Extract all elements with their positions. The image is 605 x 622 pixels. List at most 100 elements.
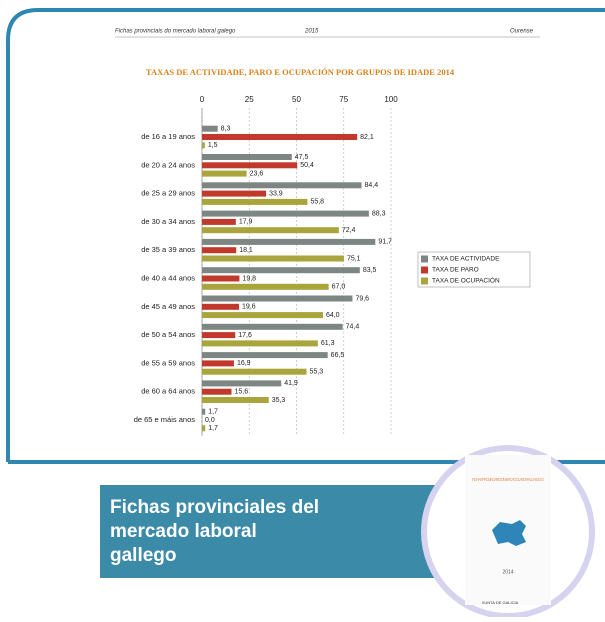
value-label: 79,6 xyxy=(355,295,369,302)
banner-text[interactable]: Fichas provinciales del mercado laboral ga… xyxy=(110,497,319,566)
bar xyxy=(202,218,236,225)
bar xyxy=(202,227,339,234)
y-tick-label: de 45 a 49 anos xyxy=(141,302,195,311)
value-label: 1,7 xyxy=(208,409,218,416)
bar xyxy=(202,283,329,290)
bar xyxy=(202,323,343,330)
header-year: 2015 xyxy=(304,29,319,35)
bar xyxy=(202,425,206,432)
bar xyxy=(202,295,353,302)
y-tick-label: de 16 a 19 anos xyxy=(141,132,195,141)
x-tick-label: 75 xyxy=(339,95,348,104)
value-label: 64,0 xyxy=(326,312,340,319)
legend-swatch xyxy=(421,277,428,285)
header-right: Ourense xyxy=(510,29,534,35)
value-label: 55,8 xyxy=(310,199,324,206)
value-label: 23,6 xyxy=(250,170,264,177)
value-label: 72,4 xyxy=(342,227,356,234)
bar xyxy=(202,134,358,140)
legend-label: TAXA DE PARO xyxy=(432,267,479,274)
bar xyxy=(202,352,328,359)
y-tick-label: de 65 e máis anos xyxy=(134,415,196,424)
value-label: 16,9 xyxy=(237,360,251,367)
value-label: 74,4 xyxy=(346,324,360,331)
frame xyxy=(6,8,605,462)
bar xyxy=(202,247,237,254)
chart-title: TAXAS DE ACTIVIDADE, PARO E OCUPACIÓN PO… xyxy=(146,67,455,77)
value-label: 17,9 xyxy=(239,219,253,226)
value-label: 61,3 xyxy=(321,340,335,347)
bar xyxy=(202,198,308,205)
value-label: 1,7 xyxy=(208,425,218,432)
header-left: Fichas provinciais do mercado laboral ga… xyxy=(115,29,236,35)
value-label: 41,9 xyxy=(284,380,298,387)
value-label: 35,3 xyxy=(272,397,286,404)
banner-line[interactable]: gallego xyxy=(110,545,177,566)
bar xyxy=(202,125,218,132)
bar xyxy=(202,332,236,339)
y-tick-label: de 30 a 34 anos xyxy=(141,217,195,226)
bar xyxy=(202,380,282,387)
value-label: 55,3 xyxy=(310,369,324,376)
value-label: 82,1 xyxy=(360,134,374,141)
x-tick-label: 25 xyxy=(245,95,254,104)
bar xyxy=(202,190,267,197)
bar xyxy=(202,154,292,160)
banner-line[interactable]: mercado laboral xyxy=(110,521,257,542)
value-label: 91,7 xyxy=(378,239,392,246)
bar xyxy=(202,267,360,274)
legend-label: TAXA DE OCUPACIÓN xyxy=(432,276,500,285)
bar xyxy=(202,303,240,310)
value-label: 88,3 xyxy=(372,210,386,217)
legend-swatch xyxy=(421,266,428,274)
y-tick-label: de 50 a 54 anos xyxy=(141,330,195,339)
y-tick-label: de 55 a 59 anos xyxy=(141,358,195,367)
value-label: 75,1 xyxy=(347,255,361,262)
bar xyxy=(202,275,240,282)
value-label: 0,0 xyxy=(205,417,215,424)
bar xyxy=(202,238,376,245)
value-label: 18,1 xyxy=(239,247,253,254)
chart: 0 25 50 75 100 de 16 a 19 anos 8,3 82,1 1,5 de 20… xyxy=(134,95,531,436)
x-tick-label: 50 xyxy=(292,95,301,104)
value-label: 8,3 xyxy=(221,126,231,133)
value-label: 67,0 xyxy=(332,284,346,291)
legend-label: TAXA DE ACTIVIDADE xyxy=(432,256,500,263)
bar xyxy=(202,182,362,189)
y-tick-label: de 20 a 24 anos xyxy=(141,160,195,169)
banner-line[interactable]: Fichas provinciales del xyxy=(110,497,319,518)
bar xyxy=(202,142,205,149)
bar xyxy=(202,340,318,347)
value-label: 47,5 xyxy=(295,154,309,161)
banner[interactable] xyxy=(100,485,440,578)
y-tick-label: de 60 a 64 anos xyxy=(141,387,195,396)
bar xyxy=(202,397,269,403)
bar xyxy=(202,368,307,375)
x-tick-label: 0 xyxy=(200,95,205,104)
bar xyxy=(202,210,369,217)
bar xyxy=(202,312,323,319)
bar xyxy=(202,360,234,367)
value-label: 19,8 xyxy=(242,275,256,282)
cover-map xyxy=(492,520,526,546)
value-label: 50,4 xyxy=(300,162,314,169)
bar xyxy=(202,255,344,262)
value-label: 66,5 xyxy=(331,352,345,359)
bar xyxy=(202,388,232,395)
cover-publisher: XUNTA DE GALICIA xyxy=(482,600,519,605)
cover-title: FICHAS PROVINCIAIS DO MERCADO LABORAL GA… xyxy=(472,477,544,482)
y-tick-label: de 35 a 39 anos xyxy=(141,245,195,254)
y-tick-label: de 40 a 44 anos xyxy=(141,273,195,282)
value-label: 1,5 xyxy=(208,142,218,149)
value-label: 17,6 xyxy=(238,332,252,339)
bar xyxy=(202,162,298,169)
legend-box xyxy=(417,251,531,288)
value-label: 33,9 xyxy=(269,190,283,197)
value-label: 83,5 xyxy=(363,267,377,274)
x-tick-label: 100 xyxy=(384,95,398,104)
cover-year: 2014 xyxy=(502,569,513,575)
y-tick-label: de 25 a 29 anos xyxy=(141,189,195,198)
value-label: 19,6 xyxy=(242,304,256,311)
bar xyxy=(202,170,247,177)
